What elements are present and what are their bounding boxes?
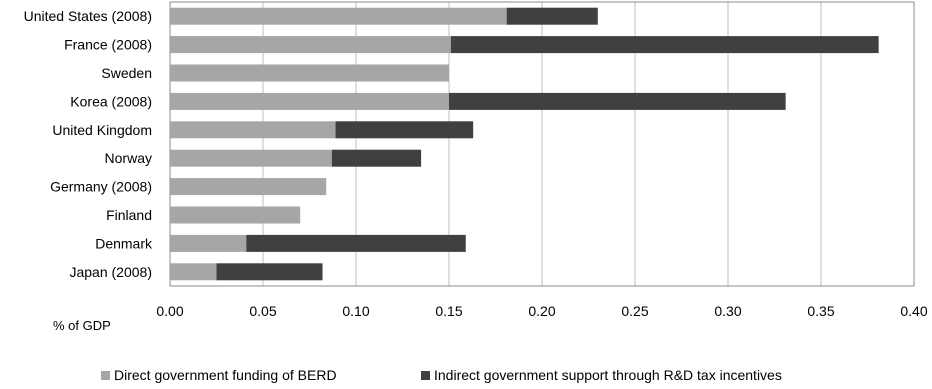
x-unit-label: % of GDP — [53, 318, 111, 333]
x-tick-label: 0.25 — [621, 303, 648, 319]
x-tick-label: 0.10 — [342, 303, 369, 319]
legend-item-direct: Direct government funding of BERD — [101, 367, 337, 383]
legend-label-indirect: Indirect government support through R&D … — [434, 367, 782, 383]
bar-indirect — [216, 263, 323, 281]
bar-direct — [170, 121, 336, 139]
category-label: Norway — [105, 150, 152, 166]
x-tick-label: 0.05 — [249, 303, 276, 319]
bar-direct — [170, 7, 507, 25]
bar-direct — [170, 64, 449, 82]
bar-indirect — [450, 36, 879, 54]
x-tick-label: 0.20 — [528, 303, 555, 319]
x-tick-label: 0.35 — [807, 303, 834, 319]
bar-indirect — [331, 149, 422, 167]
category-labels: United States (2008) France (2008) Sweden K… — [24, 8, 153, 280]
legend-swatch-indirect — [421, 370, 430, 380]
legend: Direct government funding of BERD Indire… — [0, 367, 932, 389]
category-label: Germany (2008) — [50, 179, 152, 195]
chart: United States (2008) France (2008) Sweden K… — [24, 1, 928, 333]
bar-direct — [170, 36, 451, 54]
category-label: Korea (2008) — [70, 93, 152, 109]
x-tick-labels: 0.00 0.05 0.10 0.15 0.20 0.25 0.30 0.35 0.40 — [156, 303, 927, 319]
bar-direct — [170, 263, 217, 281]
x-tick-label: 0.15 — [435, 303, 462, 319]
category-label: United States (2008) — [24, 8, 152, 24]
bar-direct — [170, 92, 449, 110]
bar-indirect — [449, 92, 786, 110]
bar-direct — [170, 206, 301, 224]
legend-item-indirect: Indirect government support through R&D … — [421, 367, 782, 383]
category-label: Japan (2008) — [69, 264, 152, 280]
legend-label-direct: Direct government funding of BERD — [114, 367, 337, 383]
x-tick-label: 0.00 — [156, 303, 183, 319]
category-label: Sweden — [101, 65, 152, 81]
bar-direct — [170, 234, 247, 252]
bar-direct — [170, 178, 327, 196]
x-tick-label: 0.30 — [714, 303, 741, 319]
bar-direct — [170, 149, 332, 167]
category-label: Finland — [106, 207, 152, 223]
bar-indirect — [246, 234, 466, 252]
category-label: France (2008) — [64, 37, 152, 53]
plot-area — [169, 1, 915, 287]
category-label: United Kingdom — [52, 122, 152, 138]
x-tick-label: 0.40 — [900, 303, 927, 319]
bar-indirect — [506, 7, 598, 25]
legend-swatch-direct — [101, 370, 110, 380]
category-label: Denmark — [95, 235, 153, 251]
bars — [170, 7, 879, 281]
bar-indirect — [335, 121, 474, 139]
